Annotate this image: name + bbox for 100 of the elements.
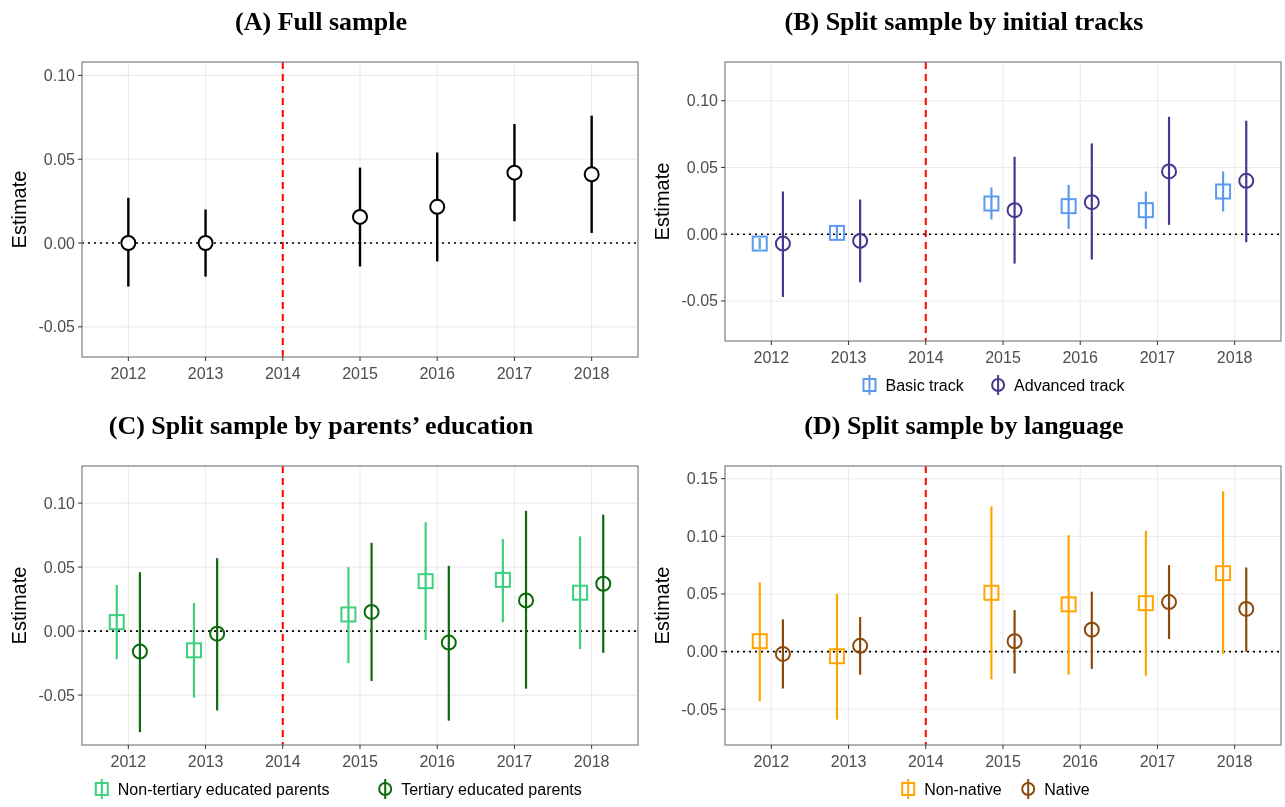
point — [429, 198, 446, 215]
point — [340, 606, 357, 623]
y-tick-label: -0.05 — [38, 686, 76, 704]
point — [572, 584, 589, 601]
x-tick-label: 2012 — [110, 365, 147, 382]
legend-label: Non-native — [924, 781, 1002, 798]
x-tick-label: 2016 — [419, 365, 456, 382]
point — [506, 164, 523, 181]
x-tick-label: 2013 — [830, 753, 867, 770]
point — [1006, 633, 1023, 650]
point — [131, 643, 148, 660]
point — [1238, 172, 1255, 189]
point — [1060, 596, 1077, 613]
point — [1060, 198, 1077, 215]
x-tick-label: 2013 — [187, 753, 224, 770]
point — [1215, 183, 1232, 200]
x-tick-label: 2017 — [1139, 753, 1176, 770]
x-tick-label: 2012 — [753, 349, 790, 366]
y-tick-label: 0.05 — [686, 585, 719, 603]
y-tick-label: 0.00 — [43, 622, 76, 640]
x-tick-label: 2015 — [985, 349, 1021, 366]
point — [120, 235, 137, 252]
point — [417, 573, 434, 590]
x-tick-label: 2017 — [496, 365, 533, 382]
point — [983, 195, 1000, 212]
legend-label: Tertiary educated parents — [401, 781, 582, 798]
y-tick-label: 0.15 — [686, 470, 719, 488]
y-tick-label: 0.10 — [686, 527, 719, 545]
x-tick-label: 2015 — [985, 753, 1021, 770]
point — [518, 592, 535, 609]
x-tick-label: 2014 — [907, 753, 944, 770]
y-axis-title: Estimate — [651, 566, 673, 645]
point — [185, 642, 202, 659]
x-tick-label: 2013 — [830, 349, 867, 366]
point — [828, 648, 845, 665]
point — [774, 645, 791, 662]
y-axis-title: Estimate — [8, 566, 30, 645]
x-tick-label: 2017 — [1139, 349, 1176, 366]
point — [1137, 595, 1154, 612]
y-tick-label: 0.00 — [686, 225, 719, 243]
chart-title: (B) Split sample by initial tracks — [784, 7, 1144, 36]
point — [108, 614, 125, 631]
point — [1083, 621, 1100, 638]
x-tick-label: 2015 — [342, 365, 378, 382]
y-tick-label: 0.05 — [43, 150, 76, 168]
x-tick-label: 2015 — [342, 753, 378, 770]
x-tick-label: 2018 — [573, 753, 610, 770]
y-tick-label: 0.10 — [43, 494, 76, 512]
chart-title: (D) Split sample by language — [804, 411, 1124, 440]
legend-label: Native — [1044, 781, 1090, 798]
x-tick-label: 2018 — [1216, 753, 1253, 770]
x-tick-label: 2012 — [110, 753, 147, 770]
legend-label: Basic track — [885, 377, 965, 394]
point — [1006, 202, 1023, 219]
x-tick-label: 2014 — [264, 365, 301, 382]
x-tick-label: 2013 — [187, 365, 224, 382]
point — [751, 235, 768, 252]
y-tick-label: 0.00 — [686, 643, 719, 661]
point — [774, 235, 791, 252]
y-axis-title: Estimate — [8, 170, 30, 249]
point — [1238, 600, 1255, 617]
point — [440, 634, 457, 651]
point — [583, 166, 600, 183]
y-tick-label: -0.05 — [681, 292, 719, 310]
y-tick-label: 0.05 — [43, 558, 76, 576]
x-tick-label: 2014 — [264, 753, 301, 770]
point — [983, 584, 1000, 601]
point — [1137, 202, 1154, 219]
point — [828, 224, 845, 241]
point — [595, 575, 612, 592]
point — [209, 625, 226, 642]
x-tick-label: 2012 — [753, 753, 790, 770]
point — [1215, 565, 1232, 582]
x-tick-label: 2018 — [573, 365, 610, 382]
point — [1161, 163, 1178, 180]
x-tick-label: 2017 — [496, 753, 533, 770]
y-axis-title: Estimate — [651, 162, 673, 241]
point — [852, 232, 869, 249]
x-tick-label: 2018 — [1216, 349, 1253, 366]
point — [1083, 194, 1100, 211]
point — [363, 603, 380, 620]
x-tick-label: 2014 — [907, 349, 944, 366]
y-tick-label: -0.05 — [681, 700, 719, 718]
point — [852, 637, 869, 654]
point — [352, 208, 368, 225]
x-tick-label: 2016 — [1062, 753, 1099, 770]
y-tick-label: 0.05 — [686, 158, 719, 176]
point — [197, 235, 214, 252]
point — [751, 633, 768, 650]
point — [494, 571, 511, 588]
legend-label: Non-tertiary educated parents — [117, 781, 330, 798]
y-tick-label: -0.05 — [38, 318, 76, 336]
chart-title: (A) Full sample — [235, 7, 407, 36]
x-tick-label: 2016 — [419, 753, 456, 770]
legend-label: Advanced track — [1014, 377, 1126, 394]
y-tick-label: 0.10 — [686, 92, 719, 110]
x-tick-label: 2016 — [1062, 349, 1099, 366]
chart-title: (C) Split sample by parents’ education — [108, 411, 534, 440]
y-tick-label: 0.00 — [43, 234, 76, 252]
y-tick-label: 0.10 — [43, 66, 76, 84]
